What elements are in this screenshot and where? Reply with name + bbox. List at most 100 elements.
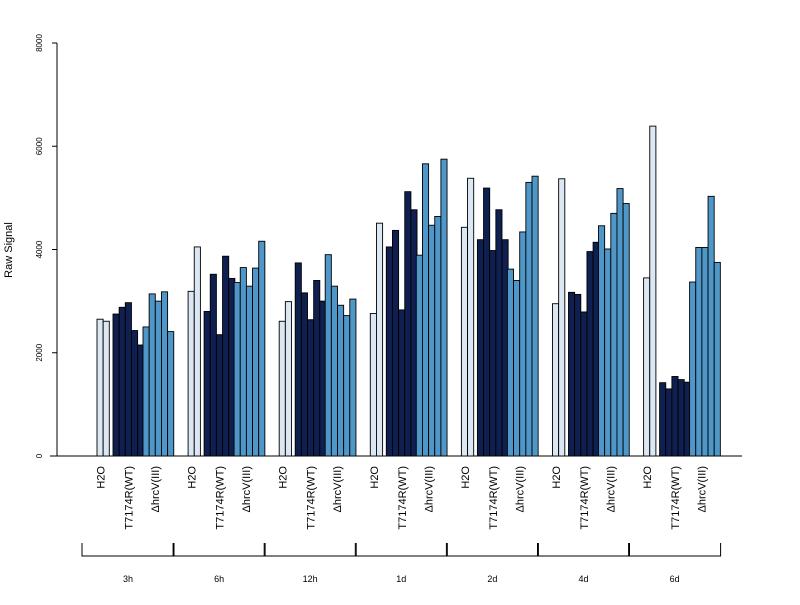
bar: [428, 224, 436, 457]
time-point-label: 6h: [214, 574, 224, 584]
bar: [643, 277, 651, 457]
bar: [506, 268, 514, 457]
bar: [324, 254, 332, 457]
treatment-label: H2O: [187, 466, 199, 489]
bars: [50, 125, 742, 457]
bar: [284, 301, 292, 457]
bar: [222, 255, 230, 457]
time-groups: 3h 6h 12h 1d 2d 4d 6d: [81, 543, 722, 584]
bar: [245, 285, 253, 457]
bar: [525, 181, 533, 457]
time-point-label: 12h: [303, 574, 318, 584]
bar: [460, 226, 468, 457]
bar: [701, 246, 709, 457]
bar: [102, 320, 110, 457]
treatment-label: T7174R(WT): [579, 466, 591, 530]
time-point-label: 4d: [578, 574, 588, 584]
bar: [343, 315, 351, 457]
bar: [337, 304, 345, 457]
bar: [313, 280, 321, 457]
time-point-label: 1d: [396, 574, 406, 584]
bar: [239, 267, 247, 457]
bar: [160, 291, 169, 457]
treatment-label: T7174R(WT): [215, 466, 227, 530]
bar: [142, 326, 150, 457]
group-bracket: [263, 543, 357, 557]
bar: [467, 177, 475, 457]
bar: [489, 250, 497, 457]
bar: [203, 311, 211, 457]
treatment-label: ΔhrcV(III): [332, 466, 344, 512]
treatment-label: ΔhrcV(III): [150, 466, 162, 512]
bar: [568, 291, 576, 457]
bar: [209, 273, 217, 457]
bar: [96, 318, 104, 457]
bar: [167, 331, 175, 457]
treatment-label: H2O: [278, 466, 290, 489]
bar: [193, 246, 201, 457]
group-bracket: [445, 543, 539, 557]
bar: [215, 334, 223, 457]
bar: [330, 285, 338, 457]
treatment-label: ΔhrcV(III): [514, 466, 526, 512]
bar: [440, 158, 448, 457]
bar: [495, 209, 503, 457]
bar: [415, 254, 423, 457]
bar: [278, 320, 286, 457]
bar: [610, 212, 618, 457]
bar: [385, 246, 393, 457]
bar: [148, 293, 156, 457]
bar: [713, 261, 721, 457]
time-point-label: 6d: [670, 574, 680, 584]
bar: [665, 388, 673, 457]
bar: [677, 379, 685, 457]
bar: [659, 382, 667, 457]
bar: [689, 281, 697, 457]
y-tick-label: 6000: [35, 137, 44, 155]
group-bracket: [81, 543, 175, 557]
treatment-label: T7174R(WT): [124, 466, 136, 530]
bar: [604, 248, 612, 457]
bar: [300, 292, 308, 457]
bar: [233, 282, 241, 457]
treatment-label: T7174R(WT): [306, 466, 318, 530]
bar: [112, 313, 120, 457]
bar: [531, 175, 539, 457]
treatment-label: H2O: [96, 466, 108, 489]
bar: [130, 330, 139, 457]
treatment-label: T7174R(WT): [488, 466, 500, 530]
treatment-label: H2O: [642, 466, 654, 489]
bar: [118, 306, 126, 457]
treatment-label: T7174R(WT): [397, 466, 409, 530]
treatment-label: H2O: [369, 466, 381, 489]
y-tick-label: 2000: [35, 343, 44, 361]
group-bracket: [172, 543, 266, 557]
bar: [404, 191, 412, 457]
bar: [707, 195, 715, 457]
treatment-label: ΔhrcV(III): [423, 466, 435, 512]
y-tick-label: 4000: [35, 240, 44, 258]
bar: [649, 125, 657, 457]
bar: [434, 216, 442, 457]
bar: [124, 302, 132, 457]
bar: [558, 178, 566, 457]
group-bracket: [354, 543, 448, 557]
bar: [552, 303, 560, 457]
group-bracket: [628, 543, 722, 557]
bar: [376, 222, 384, 457]
bar: [422, 163, 430, 457]
bar: [671, 376, 679, 457]
y-tick-label: 8000: [35, 34, 44, 52]
bar: [154, 300, 162, 457]
bar: [580, 311, 588, 457]
bar: [252, 267, 260, 457]
bar: [574, 293, 582, 457]
bar: [398, 309, 406, 457]
treatment-label: T7174R(WT): [670, 466, 682, 530]
treatment-label: H2O: [460, 466, 472, 489]
bar: [598, 225, 606, 457]
treatment-label: ΔhrcV(III): [241, 466, 253, 512]
bar: [349, 298, 357, 457]
bar: [513, 280, 521, 457]
